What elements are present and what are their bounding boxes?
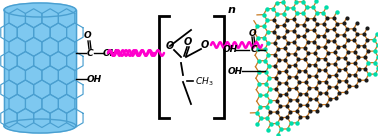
Text: OH: OH <box>102 49 118 58</box>
Ellipse shape <box>4 3 76 17</box>
Text: O: O <box>201 40 209 50</box>
Text: n: n <box>228 5 236 15</box>
Text: C: C <box>87 49 93 58</box>
Text: OH: OH <box>87 75 102 84</box>
Ellipse shape <box>4 119 76 133</box>
Text: C: C <box>251 46 257 55</box>
Text: O: O <box>166 41 174 51</box>
Text: $\mathit{CH_3}$: $\mathit{CH_3}$ <box>195 76 214 88</box>
Text: O: O <box>184 37 192 47</box>
Text: O: O <box>248 29 256 38</box>
Text: OH: OH <box>228 67 243 75</box>
Text: OH: OH <box>222 46 237 55</box>
Text: O: O <box>83 32 91 41</box>
FancyBboxPatch shape <box>4 10 76 126</box>
